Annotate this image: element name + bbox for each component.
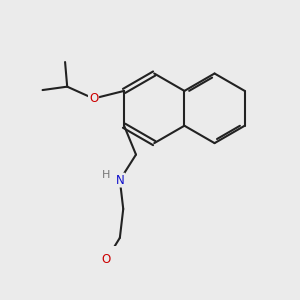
Text: O: O <box>89 92 98 105</box>
Text: H: H <box>102 170 110 180</box>
Text: N: N <box>116 174 124 187</box>
Text: O: O <box>102 254 111 266</box>
